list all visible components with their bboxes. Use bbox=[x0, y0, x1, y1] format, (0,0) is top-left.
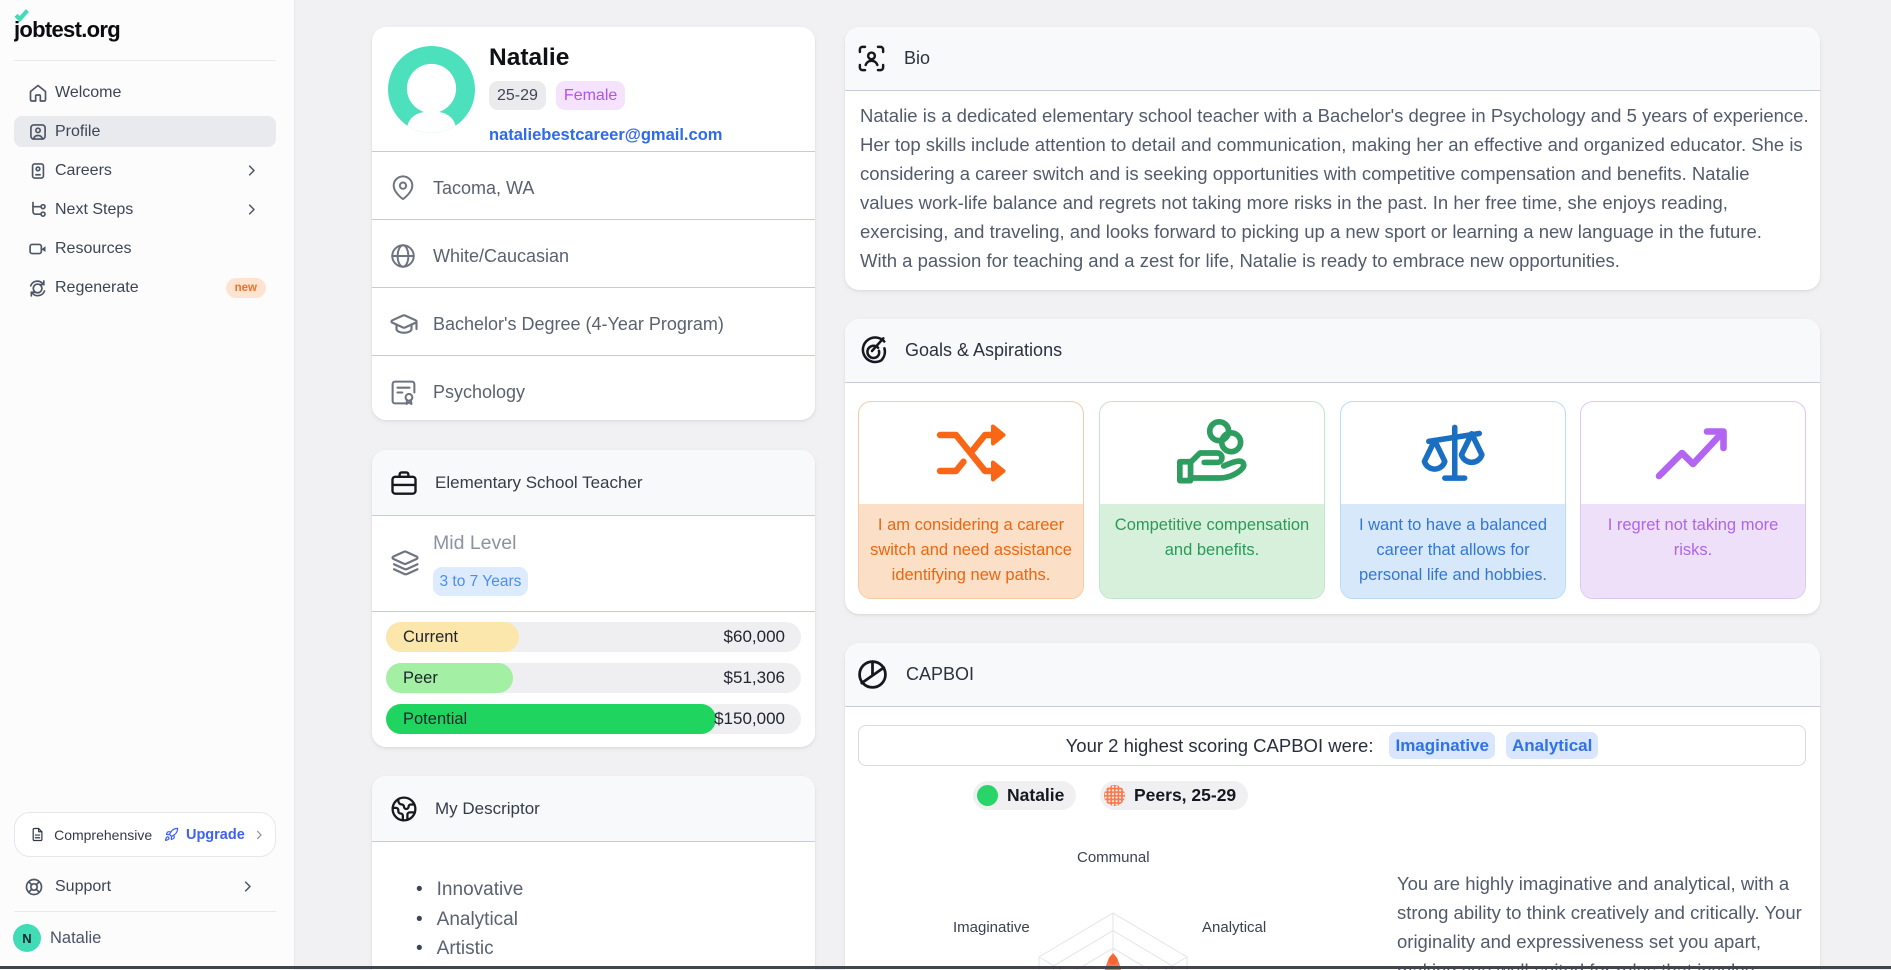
svg-text:jobtest.org: jobtest.org bbox=[14, 17, 120, 42]
